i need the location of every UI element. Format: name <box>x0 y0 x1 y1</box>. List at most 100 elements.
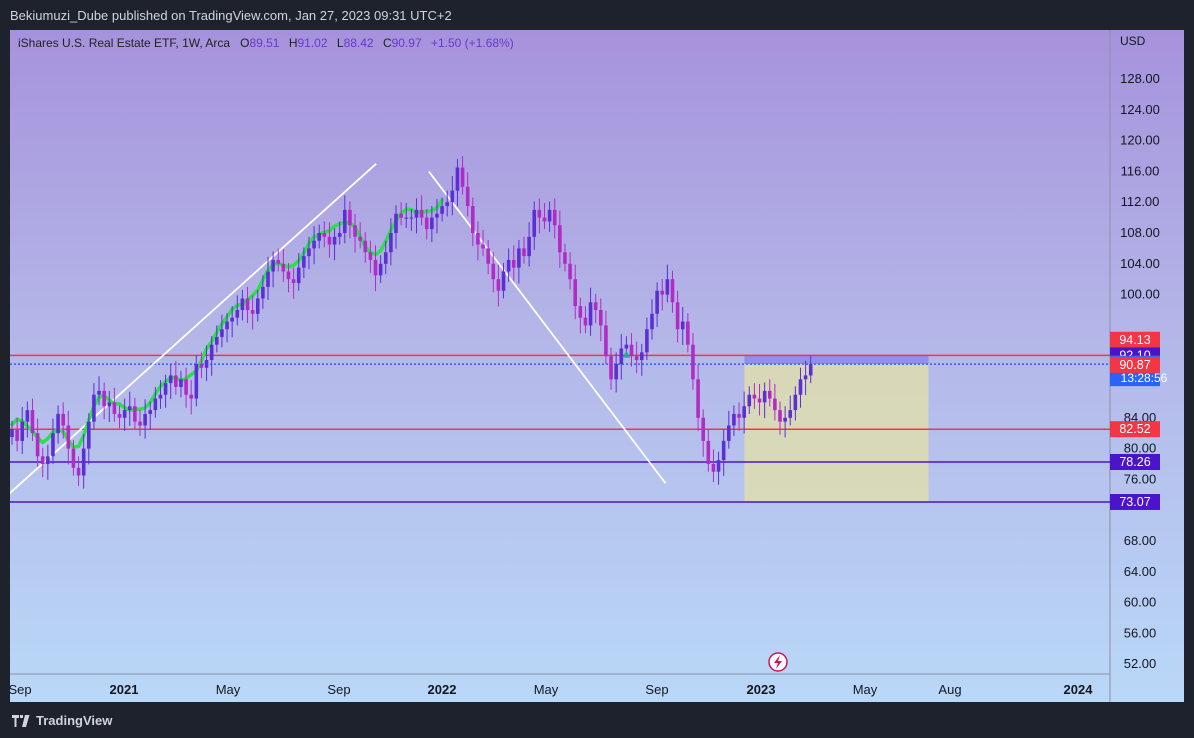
price-label-text: 94.13 <box>1119 333 1150 347</box>
candle-body <box>716 460 721 472</box>
candle-body <box>762 390 767 403</box>
candle-body <box>255 298 260 314</box>
candle-body <box>481 244 485 249</box>
y-tick-label: 104.00 <box>1120 256 1160 271</box>
candle-body <box>35 433 40 457</box>
candle-body <box>353 225 357 237</box>
candle-body <box>343 209 347 233</box>
signal-marker-0 <box>622 350 631 358</box>
candle-body <box>404 217 409 219</box>
candle-body <box>127 406 132 411</box>
candle-body <box>204 360 209 368</box>
candle-body <box>71 448 76 468</box>
y-tick-label: 128.00 <box>1120 71 1160 86</box>
open-value: 89.51 <box>249 36 280 50</box>
x-tick-label: May <box>534 682 559 697</box>
candle-body <box>706 440 711 464</box>
candle-body <box>317 233 321 241</box>
candle-body <box>670 279 675 303</box>
candle-body <box>143 413 147 426</box>
candle-body <box>465 186 470 207</box>
candle-body <box>56 413 60 434</box>
candle-body <box>215 336 219 345</box>
candle-body <box>691 344 695 380</box>
candle-body <box>696 379 700 418</box>
chart-area[interactable]: 128.00 124.00 120.00 116.00 112.00 108.00 104.… <box>10 30 1184 702</box>
candle-body <box>430 217 434 230</box>
candle-body <box>532 209 537 237</box>
close-label: C <box>382 36 392 50</box>
candle-body <box>153 398 158 411</box>
candle-body <box>619 348 624 364</box>
candle-body <box>460 167 465 187</box>
candle-body <box>40 456 45 464</box>
candle-body <box>168 375 173 384</box>
candle-body <box>634 356 639 361</box>
candle-body <box>793 394 798 411</box>
candle-body <box>568 263 572 280</box>
candle-body <box>527 236 531 257</box>
candle-body <box>629 344 634 357</box>
candle-body <box>378 263 383 276</box>
candle-body <box>639 352 644 361</box>
candle-body <box>593 302 598 310</box>
candle-body <box>250 310 255 314</box>
candle-body <box>97 390 101 395</box>
candle-body <box>209 344 214 361</box>
candle-body <box>599 310 603 326</box>
candle-body <box>563 252 567 264</box>
candle-body <box>650 313 654 330</box>
candle-body <box>419 209 424 218</box>
candle-body <box>542 217 547 222</box>
price-chart[interactable]: 128.00 124.00 120.00 116.00 112.00 108.00 104.… <box>10 30 1184 702</box>
candle-body <box>732 413 736 426</box>
candle-body <box>399 213 403 218</box>
candle-body <box>798 379 803 395</box>
candle-body <box>680 321 685 330</box>
candles <box>10 156 813 489</box>
candle-body <box>373 259 378 276</box>
stop-zone <box>744 364 929 502</box>
y-tick-label: 68.00 <box>1124 533 1157 548</box>
candle-body <box>476 233 480 245</box>
candle-body <box>312 240 316 249</box>
candle-body <box>302 256 306 268</box>
candle-body <box>174 375 178 387</box>
candle-body <box>10 429 14 438</box>
candle-body <box>46 456 50 464</box>
candle-body <box>148 410 153 414</box>
candle-body <box>783 417 787 422</box>
candle-body <box>701 417 705 441</box>
candle-body <box>547 209 552 222</box>
candle-body <box>296 267 301 284</box>
x-tick-label: 2023 <box>747 682 776 697</box>
price-label-box <box>1110 453 1160 470</box>
trendline-1 <box>428 170 667 484</box>
candle-body <box>322 233 327 237</box>
y-axis-ticks: 128.00 124.00 120.00 116.00 112.00 108.00 104.… <box>1120 71 1160 671</box>
y-tick-label: 60.00 <box>1124 595 1157 610</box>
candle-body <box>368 252 373 260</box>
y-tick-label: 80.00 <box>1124 441 1157 456</box>
candle-body <box>573 279 577 307</box>
candle-body <box>133 406 137 422</box>
y-tick-label: 116.00 <box>1121 163 1160 178</box>
candle-body <box>752 394 757 399</box>
y-tick-label: 64.00 <box>1124 564 1157 579</box>
candle-body <box>552 209 557 226</box>
candle-body <box>220 329 224 337</box>
tradingview-logo[interactable]: TradingView <box>12 713 112 728</box>
candle-body <box>578 306 583 318</box>
candle-body <box>501 271 506 291</box>
y-tick-label: 84.00 <box>1124 410 1157 425</box>
candle-body <box>767 390 772 399</box>
candle-body <box>778 410 782 422</box>
candle-body <box>773 398 777 411</box>
candle-body <box>394 213 398 233</box>
candle-body <box>194 363 199 399</box>
candle-body <box>337 233 342 237</box>
candle-body <box>686 321 690 345</box>
price-label-text: 78.26 <box>1119 455 1150 469</box>
candle-body <box>20 421 25 441</box>
price-label-box <box>1110 331 1160 348</box>
